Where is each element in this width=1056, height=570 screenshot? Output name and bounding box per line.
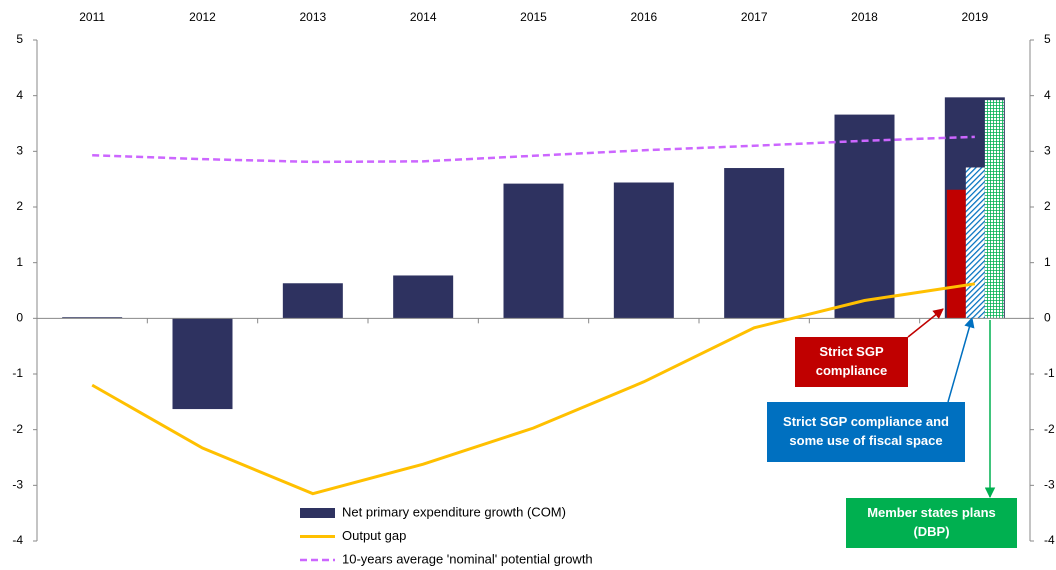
annotation-text: compliance bbox=[816, 363, 888, 378]
x-tick-label: 2019 bbox=[961, 10, 988, 24]
bar bbox=[62, 317, 123, 319]
y-tick-label: 5 bbox=[16, 32, 23, 46]
y2-tick-label: 2 bbox=[1044, 199, 1051, 213]
policy-bar bbox=[965, 167, 985, 319]
legend-swatch bbox=[300, 508, 335, 518]
policy-bar bbox=[946, 189, 966, 319]
line bbox=[91, 282, 976, 496]
annotation-arrow bbox=[907, 308, 944, 338]
bar bbox=[282, 283, 343, 319]
annotation-text: (DBP) bbox=[913, 524, 949, 539]
x-tick-label: 2018 bbox=[851, 10, 878, 24]
legend-label: Net primary expenditure growth (COM) bbox=[342, 504, 566, 519]
bar bbox=[172, 318, 233, 410]
x-tick-label: 2016 bbox=[630, 10, 657, 24]
x-tick-label: 2013 bbox=[299, 10, 326, 24]
y2-tick-label: -3 bbox=[1044, 478, 1055, 492]
bar bbox=[724, 168, 785, 319]
annotation-text: Member states plans bbox=[867, 505, 996, 520]
y-tick-label: 4 bbox=[16, 88, 23, 102]
dashed-line bbox=[92, 135, 975, 164]
bar bbox=[834, 114, 895, 319]
y-tick-label: 1 bbox=[16, 255, 23, 269]
bar bbox=[393, 275, 454, 319]
y2-tick-label: -1 bbox=[1044, 366, 1055, 380]
x-tick-label: 2015 bbox=[520, 10, 547, 24]
y2-tick-label: 4 bbox=[1044, 88, 1051, 102]
y-tick-label: 3 bbox=[16, 144, 23, 158]
y2-tick-label: 0 bbox=[1044, 311, 1051, 325]
y2-tick-label: -2 bbox=[1044, 422, 1055, 436]
policy-bar bbox=[984, 100, 1004, 319]
y-tick-label: -1 bbox=[12, 366, 23, 380]
annotation-box bbox=[767, 402, 965, 462]
annotation-box bbox=[846, 498, 1017, 548]
bar bbox=[613, 182, 674, 319]
y2-tick-label: -4 bbox=[1044, 533, 1055, 547]
annotation: Strict SGP compliance bbox=[795, 337, 908, 387]
annotation: Strict SGP compliance and some use of fis… bbox=[767, 402, 965, 462]
annotation-text: Strict SGP compliance and bbox=[783, 414, 949, 429]
y-tick-label: -4 bbox=[12, 533, 23, 547]
x-tick-label: 2017 bbox=[741, 10, 768, 24]
y-tick-label: -2 bbox=[12, 422, 23, 436]
annotation-arrow bbox=[947, 316, 975, 403]
y-tick-label: 2 bbox=[16, 199, 23, 213]
y2-tick-label: 5 bbox=[1044, 32, 1051, 46]
x-tick-label: 2011 bbox=[79, 10, 105, 24]
x-tick-label: 2012 bbox=[189, 10, 216, 24]
annotation: Member states plans (DBP) bbox=[846, 498, 1017, 548]
y2-tick-label: 1 bbox=[1044, 255, 1051, 269]
annotation-box bbox=[795, 337, 908, 387]
legend-label: 10-years average 'nominal' potential gro… bbox=[342, 551, 593, 566]
annotation-text: Strict SGP bbox=[819, 344, 884, 359]
y2-tick-label: 3 bbox=[1044, 144, 1051, 158]
x-tick-label: 2014 bbox=[410, 10, 437, 24]
y-tick-label: -3 bbox=[12, 478, 23, 492]
annotation-text: some use of fiscal space bbox=[789, 433, 942, 448]
y-tick-label: 0 bbox=[16, 311, 23, 325]
bar bbox=[503, 183, 564, 319]
legend-label: Output gap bbox=[342, 528, 406, 543]
